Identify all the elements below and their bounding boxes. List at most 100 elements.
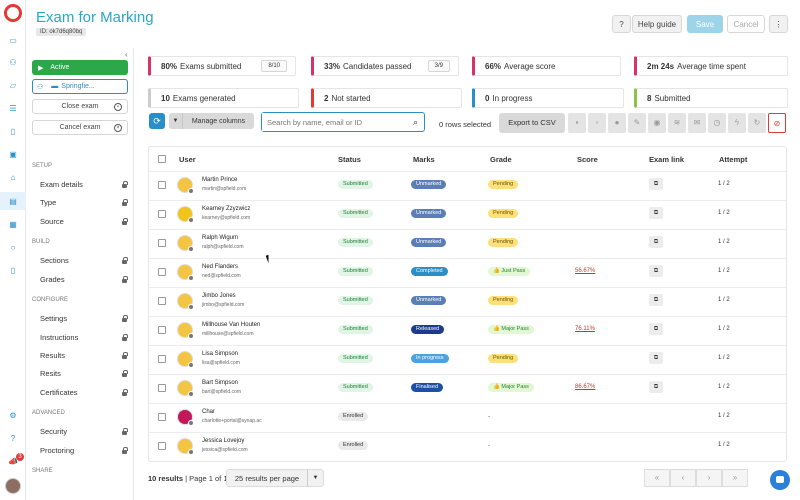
table-row[interactable]: Ned Flanders ned@spfield.com Submitted Comp… <box>149 258 786 287</box>
col-header-exam-link[interactable]: Exam link <box>649 155 685 164</box>
nav-resits[interactable]: Resits <box>40 369 128 378</box>
row-checkbox[interactable] <box>158 384 166 392</box>
user-name[interactable]: Millhouse Van Houten <box>202 322 261 328</box>
image-icon[interactable]: ▣ <box>9 149 17 159</box>
user-name[interactable]: Lisa Simpson <box>202 351 239 357</box>
row-checkbox[interactable] <box>158 181 166 189</box>
chat-support-icon[interactable] <box>770 470 790 490</box>
lock-action-icon[interactable]: ▪ <box>568 113 586 133</box>
nav-instructions[interactable]: Instructions <box>40 333 128 342</box>
row-checkbox[interactable] <box>158 442 166 450</box>
clock-action-icon[interactable]: ◷ <box>708 113 726 133</box>
exam-check-icon[interactable]: ▤ <box>9 196 17 206</box>
first-page-button[interactable]: « <box>644 469 670 487</box>
row-checkbox[interactable] <box>158 355 166 363</box>
copy-link-icon[interactable]: ⧉ <box>649 178 663 190</box>
manage-columns-button[interactable]: ▼ Manage columns <box>169 113 254 129</box>
user-avatar[interactable] <box>5 478 21 494</box>
save-button[interactable]: Save <box>687 15 723 33</box>
search-input[interactable] <box>262 113 402 131</box>
nav-security[interactable]: Security <box>40 427 128 436</box>
table-row[interactable]: Char charlotte+portal@synap.ac Enrolled - 1 … <box>149 403 786 432</box>
score-link[interactable]: 76.11% <box>575 326 595 332</box>
more-options-button[interactable]: ⋮ <box>769 15 788 33</box>
col-header-user[interactable]: User <box>179 155 196 164</box>
school-selector[interactable]: ⚇ ▬ Springfie... <box>32 79 128 94</box>
table-row[interactable]: Bart Simpson bart@spfield.com Submitted Fin… <box>149 374 786 403</box>
export-csv-button[interactable]: Export to CSV <box>499 113 565 133</box>
last-page-button[interactable]: » <box>722 469 748 487</box>
block-action-icon[interactable]: ⊘ <box>768 113 786 133</box>
row-checkbox[interactable] <box>158 326 166 334</box>
nav-proctoring[interactable]: Proctoring <box>40 446 128 455</box>
user-action-icon[interactable]: ● <box>608 113 626 133</box>
help-guide-button[interactable]: Help guide <box>632 15 682 33</box>
nav-source[interactable]: Source <box>40 217 128 226</box>
results-per-page-select[interactable]: 25 results per page ▼ <box>226 469 324 487</box>
help-icon-button[interactable]: ? <box>612 15 631 33</box>
user-name[interactable]: Kearney Zzyzwicz <box>202 206 251 212</box>
monitor-icon[interactable]: ▭ <box>9 35 17 45</box>
cancel-exam-button[interactable]: Cancel exam × <box>32 120 128 135</box>
app-logo[interactable] <box>4 4 22 22</box>
reset-action-icon[interactable]: ↻ <box>748 113 766 133</box>
copy-link-icon[interactable]: ⧉ <box>649 207 663 219</box>
clipboard-icon[interactable]: ▯ <box>10 126 16 136</box>
next-page-button[interactable]: › <box>696 469 722 487</box>
help-icon[interactable]: ? <box>10 433 16 443</box>
basket-icon[interactable]: ⌂ <box>10 172 16 182</box>
table-row[interactable]: Kearney Zzyzwicz kearney@spfield.com Submi… <box>149 200 786 229</box>
select-all-checkbox[interactable] <box>158 155 166 163</box>
users-icon[interactable]: ⚇ <box>9 57 17 67</box>
col-header-score[interactable]: Score <box>577 155 598 164</box>
status-active-button[interactable]: ▶ Active <box>32 60 128 75</box>
copy-link-icon[interactable]: ⧉ <box>649 352 663 364</box>
table-icon[interactable]: ▦ <box>9 219 17 229</box>
rss-action-icon[interactable]: ≋ <box>668 113 686 133</box>
prev-page-button[interactable]: ‹ <box>670 469 696 487</box>
unlock-action-icon[interactable]: ▫ <box>588 113 606 133</box>
globe-icon[interactable]: ○ <box>10 242 16 252</box>
search-icon[interactable]: ⌕ <box>412 117 418 127</box>
badge-action-icon[interactable]: ◉ <box>648 113 666 133</box>
col-header-status[interactable]: Status <box>338 155 361 164</box>
col-header-marks[interactable]: Marks <box>413 155 435 164</box>
mail-action-icon[interactable]: ✉ <box>688 113 706 133</box>
score-link[interactable]: 56.67% <box>575 268 596 274</box>
col-header-grade[interactable]: Grade <box>490 155 512 164</box>
table-row[interactable]: Jimbo Jones jimbo@spfield.com Submitted Unm… <box>149 287 786 316</box>
copy-link-icon[interactable]: ⧉ <box>649 381 663 393</box>
nav-type[interactable]: Type <box>40 198 128 207</box>
row-checkbox[interactable] <box>158 413 166 421</box>
cancel-button[interactable]: Cancel <box>727 15 765 33</box>
gear-icon[interactable]: ⚙ <box>9 410 17 420</box>
edit-action-icon[interactable]: ✎ <box>628 113 646 133</box>
folder-icon[interactable]: ▱ <box>9 80 17 90</box>
nav-sections[interactable]: Sections <box>40 256 128 265</box>
copy-link-icon[interactable]: ⧉ <box>649 294 663 306</box>
user-name[interactable]: Martin Prince <box>202 177 238 183</box>
list-icon[interactable]: ☰ <box>9 103 17 113</box>
close-exam-button[interactable]: Close exam • <box>32 99 128 114</box>
user-name[interactable]: Ralph Wigum <box>202 235 239 241</box>
nav-settings[interactable]: Settings <box>40 314 128 323</box>
user-name[interactable]: Jessica Lovejoy <box>202 438 245 444</box>
copy-link-icon[interactable]: ⧉ <box>649 323 663 335</box>
copy-link-icon[interactable]: ⧉ <box>649 236 663 248</box>
nav-grades[interactable]: Grades <box>40 275 128 284</box>
refresh-button[interactable]: ⟳ <box>149 113 165 129</box>
flash-action-icon[interactable]: ϟ <box>728 113 746 133</box>
nav-certificates[interactable]: Certificates <box>40 388 128 397</box>
table-row[interactable]: Ralph Wigum ralph@spfield.com Submitted Unm… <box>149 229 786 258</box>
table-row[interactable]: Martin Prince martin@spfield.com Submitted… <box>149 171 786 200</box>
table-row[interactable]: Jessica Lovejoy jessica@spfield.com Enroll… <box>149 432 786 461</box>
table-row[interactable]: Millhouse Van Houten millhouse@spfield.co… <box>149 316 786 345</box>
report-icon[interactable]: ▯ <box>10 265 16 275</box>
row-checkbox[interactable] <box>158 210 166 218</box>
score-link[interactable]: 86.67% <box>575 384 596 390</box>
user-name[interactable]: Bart Simpson <box>202 380 239 386</box>
copy-link-icon[interactable]: ⧉ <box>649 265 663 277</box>
col-header-attempt[interactable]: Attempt <box>719 155 748 164</box>
row-checkbox[interactable] <box>158 297 166 305</box>
row-checkbox[interactable] <box>158 268 166 276</box>
